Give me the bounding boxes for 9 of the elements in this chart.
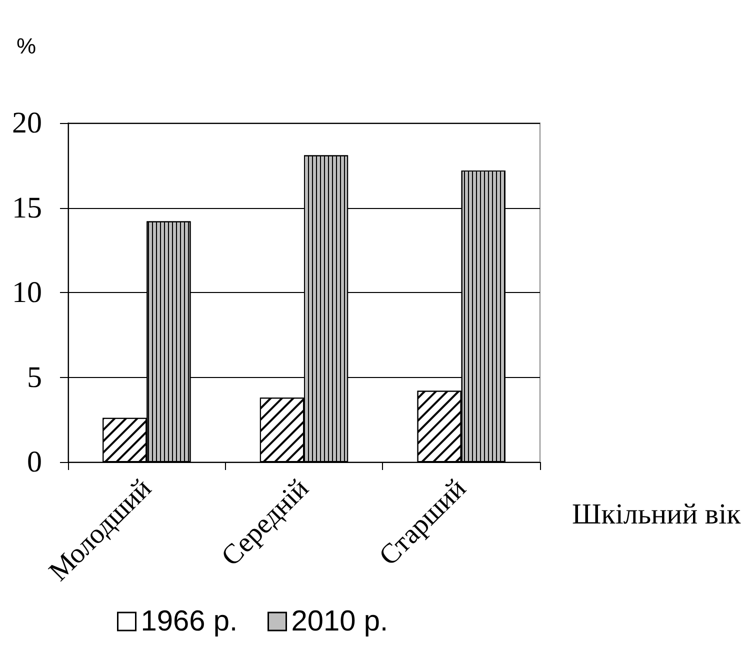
y-tick-label: 20	[12, 106, 42, 140]
x-axis-title: Шкільний вік	[572, 498, 742, 530]
y-tick-label: 5	[27, 360, 42, 394]
y-axis-title: %	[16, 34, 36, 58]
y-tick-label: 10	[12, 276, 42, 309]
y-tick-label: 15	[12, 191, 42, 224]
y-tick-label: 0	[27, 446, 42, 478]
legend-label: 1966 р.	[140, 606, 238, 638]
legend-label: 2010 р.	[291, 606, 388, 638]
